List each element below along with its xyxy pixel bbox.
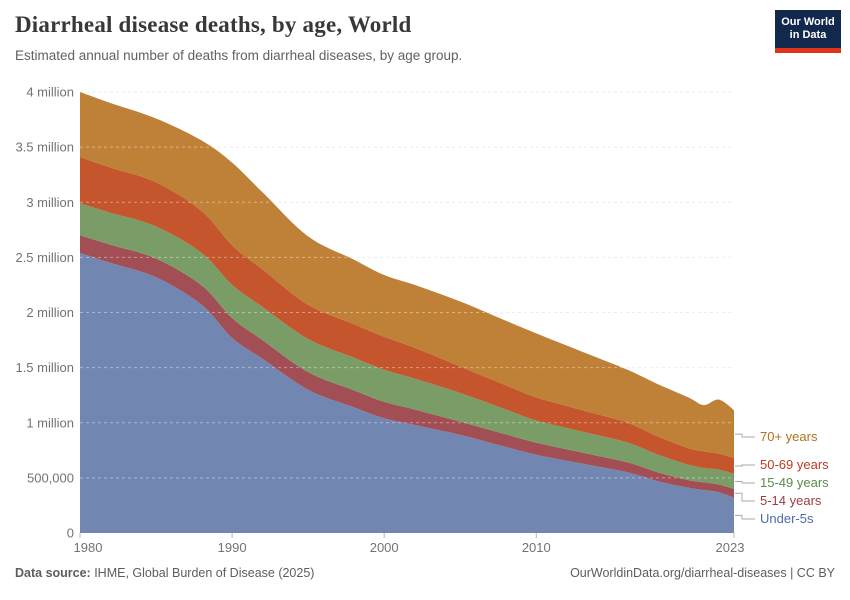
legend-connector-70-years	[735, 433, 755, 438]
page-title: Diarrheal disease deaths, by age, World	[15, 12, 412, 37]
data-source-text: IHME, Global Burden of Disease (2025)	[90, 566, 315, 580]
y-axis-label: 0	[67, 526, 74, 541]
owid-logo-line2: in Data	[789, 29, 827, 41]
x-axis-label: 2010	[522, 540, 551, 555]
y-axis-label: 1.5 million	[15, 360, 74, 375]
y-axis-label: 3 million	[26, 195, 74, 210]
legend-item-under-5s[interactable]: Under-5s	[760, 511, 814, 526]
y-axis-label: 1 million	[26, 415, 74, 430]
area-band-70-years[interactable]	[80, 92, 734, 458]
data-source-label: Data source:	[15, 566, 91, 580]
owid-logo[interactable]: Our World in Data	[775, 10, 841, 53]
page-subtitle: Estimated annual number of deaths from d…	[15, 48, 463, 63]
x-axis-label: 1980	[74, 540, 103, 555]
data-source: Data source: IHME, Global Burden of Dise…	[15, 566, 314, 580]
x-axis-label: 1990	[218, 540, 247, 555]
legend-connector-under-5s	[735, 514, 755, 520]
y-axis-label: 2 million	[26, 305, 74, 320]
legend-connector-15-49-years	[735, 481, 755, 484]
x-axis-label: 2000	[370, 540, 399, 555]
legend-item-5-14-years[interactable]: 5-14 years	[760, 493, 822, 508]
area-band-50-69-years[interactable]	[80, 157, 734, 474]
area-band-5-14-years[interactable]	[80, 235, 734, 498]
owid-logo-line1: Our World	[781, 16, 835, 28]
y-axis-label: 500,000	[27, 470, 74, 485]
y-axis-label: 3.5 million	[15, 140, 74, 155]
x-axis-label: 2023	[716, 540, 745, 555]
legend-item-50-69-years[interactable]: 50-69 years	[760, 457, 829, 472]
legend-item-15-49-years[interactable]: 15-49 years	[760, 475, 829, 490]
legend-connector-50-69-years	[735, 464, 755, 467]
area-band-under-5s[interactable]	[80, 253, 734, 533]
legend-item-70-years[interactable]: 70+ years	[760, 429, 818, 444]
legend-connector-5-14-years	[735, 492, 755, 502]
y-axis-label: 4 million	[26, 85, 74, 100]
y-axis-label: 2.5 million	[15, 250, 74, 265]
area-band-15-49-years[interactable]	[80, 203, 734, 489]
footer-link[interactable]: OurWorldinData.org/diarrheal-diseases | …	[570, 566, 835, 580]
